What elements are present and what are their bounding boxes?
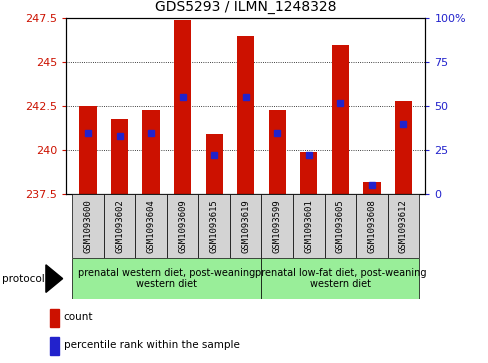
Bar [79, 106, 97, 194]
Text: GSM1093604: GSM1093604 [146, 199, 155, 253]
Text: GSM1093615: GSM1093615 [209, 199, 218, 253]
Text: GSM1093612: GSM1093612 [398, 199, 407, 253]
Text: GSM1093608: GSM1093608 [366, 199, 376, 253]
Text: GSM1093609: GSM1093609 [178, 199, 187, 253]
Text: protocol: protocol [2, 274, 45, 284]
Title: GDS5293 / ILMN_1248328: GDS5293 / ILMN_1248328 [155, 0, 336, 15]
Bar [205, 134, 223, 194]
Bar [72, 258, 261, 299]
Bar [229, 194, 261, 258]
Bar [166, 194, 198, 258]
Bar [174, 20, 191, 194]
Polygon shape [46, 265, 62, 293]
Bar [135, 194, 166, 258]
Bar [261, 258, 418, 299]
Bar [324, 194, 355, 258]
Text: GSM1093599: GSM1093599 [272, 199, 281, 253]
Bar [331, 45, 348, 194]
Text: prenatal western diet, post-weaning
western diet: prenatal western diet, post-weaning west… [78, 268, 255, 289]
Text: GSM1093600: GSM1093600 [83, 199, 92, 253]
Bar [237, 36, 254, 194]
Bar [292, 194, 324, 258]
Bar [50, 309, 59, 327]
Text: GSM1093605: GSM1093605 [335, 199, 344, 253]
Bar [198, 194, 229, 258]
Bar [355, 194, 387, 258]
Bar [72, 194, 103, 258]
Text: prenatal low-fat diet, post-weaning
western diet: prenatal low-fat diet, post-weaning west… [254, 268, 425, 289]
Bar [111, 118, 128, 194]
Text: count: count [63, 312, 93, 322]
Bar [268, 110, 285, 194]
Bar [261, 194, 292, 258]
Bar [300, 152, 317, 194]
Bar [363, 182, 380, 194]
Bar [142, 110, 160, 194]
Bar [394, 101, 411, 194]
Text: GSM1093601: GSM1093601 [304, 199, 313, 253]
Text: percentile rank within the sample: percentile rank within the sample [63, 340, 239, 350]
Text: GSM1093619: GSM1093619 [241, 199, 250, 253]
Bar [387, 194, 418, 258]
Text: GSM1093602: GSM1093602 [115, 199, 124, 253]
Bar [50, 337, 59, 355]
Bar [103, 194, 135, 258]
